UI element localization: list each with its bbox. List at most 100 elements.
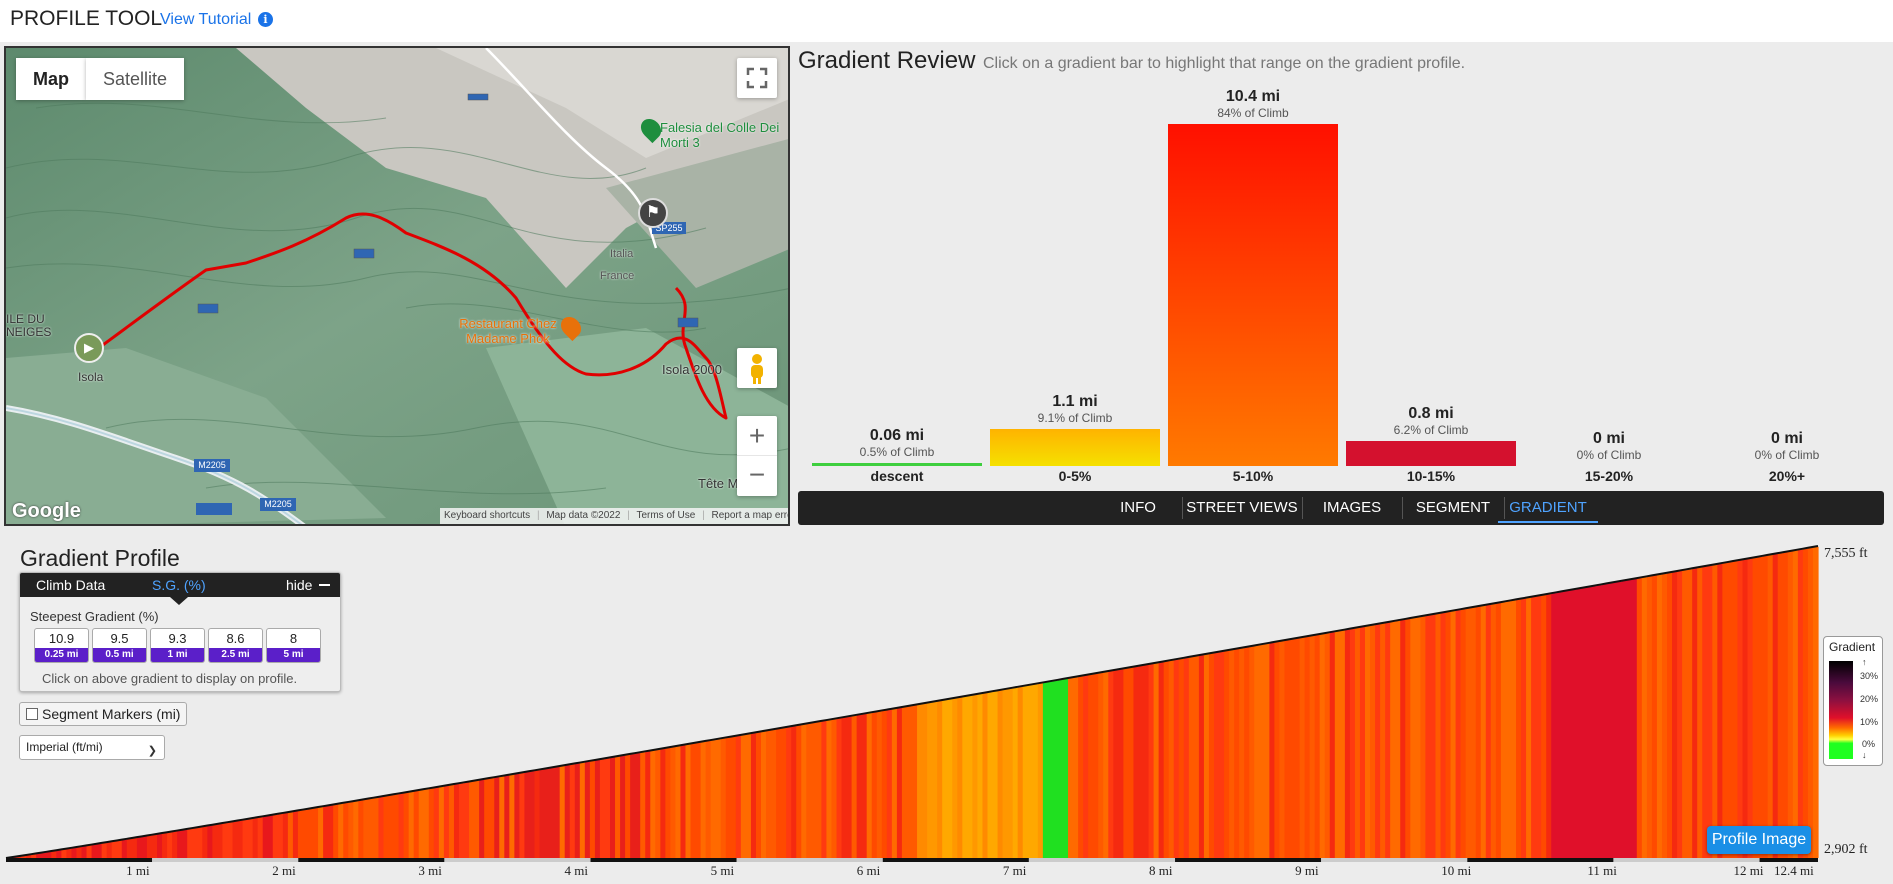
profile-gradient-slice bbox=[192, 828, 198, 858]
sg-tab[interactable]: S.G. (%) bbox=[152, 577, 206, 593]
profile-gradient-slice bbox=[459, 783, 465, 858]
tab-gradient[interactable]: GRADIENT bbox=[1498, 493, 1598, 523]
bar-distance: 0 mi bbox=[1592, 430, 1625, 447]
steepest-gradient-box[interactable]: 9.3 1 mi bbox=[150, 628, 205, 663]
map-label-restaurant[interactable]: Restaurant Chez Madame Phok bbox=[459, 316, 557, 346]
profile-gradient-slice bbox=[1032, 684, 1039, 858]
gradient-bar-label-3: 0.8 mi 6.2% of Climb bbox=[1346, 405, 1516, 437]
profile-gradient-slice bbox=[1651, 575, 1658, 858]
profile-gradient-slice bbox=[31, 854, 37, 858]
steepest-gradient-label: Steepest Gradient (%) bbox=[30, 609, 159, 624]
zoom-in-button[interactable]: + bbox=[737, 416, 777, 456]
profile-gradient-slice bbox=[1153, 663, 1160, 858]
steepest-gradient-box[interactable]: 9.5 0.5 mi bbox=[92, 628, 147, 663]
profile-gradient-slice bbox=[469, 781, 475, 858]
tab-street-views[interactable]: STREET VIEWS bbox=[1186, 499, 1298, 516]
street-view-pegman[interactable] bbox=[737, 348, 777, 388]
profile-gradient-slice bbox=[96, 843, 103, 858]
profile-gradient-slice bbox=[212, 824, 218, 858]
profile-gradient-slice bbox=[1319, 633, 1326, 858]
map-type-satellite-button[interactable]: Satellite bbox=[86, 58, 184, 100]
map-label-falesia[interactable]: Falesia del Colle Dei Morti 3 bbox=[660, 120, 780, 150]
profile-gradient-slice bbox=[1636, 578, 1643, 858]
gradient-bar-3[interactable] bbox=[1346, 440, 1516, 466]
mile-label: 7 mi bbox=[1002, 863, 1027, 878]
profile-gradient-slice bbox=[151, 834, 158, 858]
profile-image-button[interactable]: Profile Image bbox=[1707, 826, 1811, 854]
profile-gradient-slice bbox=[1274, 641, 1281, 858]
profile-gradient-slice bbox=[665, 747, 671, 858]
profile-gradient-slice bbox=[831, 719, 838, 858]
keyboard-shortcuts-link[interactable]: Keyboard shortcuts bbox=[444, 510, 531, 521]
profile-gradient-slice bbox=[1485, 604, 1492, 858]
view-tutorial-link[interactable]: View Tutorial bbox=[160, 11, 252, 28]
profile-gradient-slice bbox=[1118, 669, 1124, 858]
profile-gradient-slice bbox=[1375, 624, 1381, 858]
mile-label: 10 mi bbox=[1441, 863, 1472, 878]
hide-panel-button[interactable]: hide bbox=[286, 577, 313, 593]
gradient-bar-category: descent bbox=[870, 468, 924, 484]
legend-tick-20: 20% bbox=[1860, 694, 1879, 704]
minus-icon[interactable] bbox=[319, 584, 330, 586]
profile-gradient-slice bbox=[1812, 546, 1819, 858]
segment-markers-toggle[interactable]: Segment Markers (mi) bbox=[19, 702, 188, 726]
down-arrow-icon: ↓ bbox=[1862, 750, 1867, 760]
profile-gradient-slice bbox=[1068, 678, 1074, 858]
zoom-out-button[interactable]: − bbox=[748, 459, 766, 490]
profile-gradient-slice bbox=[1490, 603, 1497, 858]
profile-gradient-slice bbox=[1480, 605, 1487, 858]
profile-gradient-slice bbox=[499, 776, 505, 858]
profile-gradient-slice bbox=[534, 770, 541, 858]
map-type-map-button[interactable]: Map bbox=[16, 58, 86, 100]
climb-data-tab[interactable]: Climb Data bbox=[36, 577, 106, 593]
profile-gradient-slice bbox=[630, 753, 636, 858]
mile-label: 3 mi bbox=[418, 863, 442, 878]
profile-gradient-slice bbox=[1193, 656, 1200, 858]
tab-info[interactable]: INFO bbox=[1120, 499, 1156, 516]
steepest-gradient-box[interactable]: 8 5 mi bbox=[266, 628, 321, 663]
profile-gradient-slice bbox=[328, 805, 334, 858]
profile-gradient-slice bbox=[851, 715, 858, 858]
units-select[interactable]: Imperial (ft/mi) ❯ bbox=[19, 735, 165, 760]
steepest-value: 10.9 bbox=[48, 631, 75, 646]
profile-gradient-slice bbox=[937, 700, 943, 858]
profile-gradient-slice bbox=[247, 818, 254, 858]
profile-gradient-slice bbox=[1722, 562, 1728, 858]
tab-segment[interactable]: SEGMENT bbox=[1415, 499, 1491, 516]
gradient-bar-1[interactable] bbox=[990, 428, 1160, 466]
profile-gradient-slice bbox=[967, 695, 973, 858]
profile-gradient-slice bbox=[413, 790, 420, 858]
gradient-bar-2[interactable] bbox=[1168, 124, 1338, 466]
fullscreen-button[interactable] bbox=[737, 58, 777, 98]
profile-gradient-slice bbox=[484, 778, 490, 858]
profile-gradient-slice bbox=[1052, 680, 1059, 858]
report-map-error-link[interactable]: Report a map error bbox=[711, 510, 790, 521]
profile-gradient-slice bbox=[1435, 613, 1442, 858]
start-marker-icon[interactable]: ▶ bbox=[74, 333, 104, 363]
steepest-gradient-box[interactable]: 10.9 0.25 mi bbox=[34, 628, 89, 663]
finish-flag-icon[interactable]: ⚑ bbox=[638, 198, 668, 228]
profile-gradient-slice bbox=[61, 849, 67, 858]
elevation-bottom-label: 2,902 ft bbox=[1824, 842, 1868, 857]
profile-gradient-slice bbox=[56, 850, 62, 858]
profile-gradient-slice bbox=[1682, 570, 1688, 858]
terms-of-use-link[interactable]: Terms of Use bbox=[636, 510, 696, 521]
profile-gradient-slice bbox=[1646, 576, 1653, 858]
bar-percent: 0% of Climb bbox=[1754, 448, 1820, 462]
profile-gradient-slice bbox=[1732, 561, 1739, 858]
profile-gradient-slice bbox=[1455, 610, 1462, 858]
profile-gradient-slice bbox=[1475, 606, 1482, 858]
route-map[interactable]: Falesia del Colle Dei Morti 3 Restaurant… bbox=[4, 46, 790, 526]
profile-gradient-slice bbox=[338, 803, 344, 858]
tab-images[interactable]: IMAGES bbox=[1322, 499, 1382, 516]
profile-gradient-slice bbox=[1425, 615, 1432, 858]
info-icon[interactable]: i bbox=[258, 12, 273, 27]
mile-label: 12.4 mi bbox=[1774, 863, 1814, 878]
profile-gradient-slice bbox=[901, 706, 908, 858]
profile-gradient-slice bbox=[16, 856, 22, 858]
steepest-gradient-box[interactable]: 8.6 2.5 mi bbox=[208, 628, 263, 663]
profile-gradient-slice bbox=[333, 804, 339, 858]
profile-gradient-slice bbox=[1717, 563, 1723, 858]
gradient-bar-0[interactable] bbox=[812, 463, 982, 466]
segment-markers-checkbox[interactable] bbox=[26, 708, 38, 720]
